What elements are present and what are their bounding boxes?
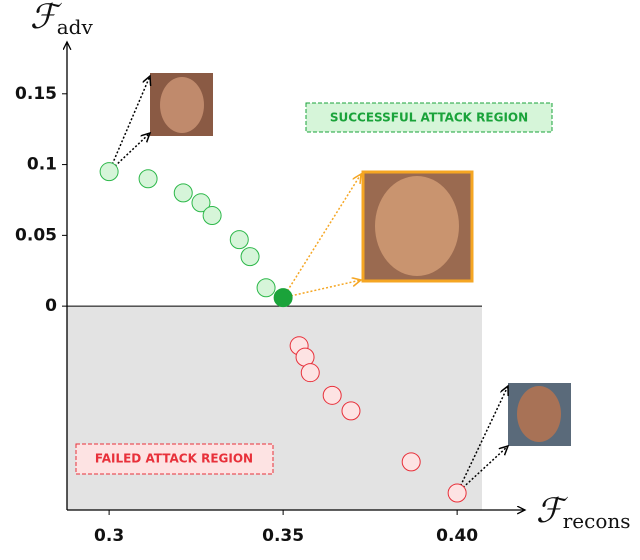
point (99, 162, 119, 182)
x-label-subscript: recons (563, 509, 631, 533)
point (273, 288, 293, 308)
point (322, 385, 342, 405)
point (229, 230, 249, 250)
pointer-arrow (282, 174, 361, 299)
point (256, 278, 276, 298)
x-tick-label: 0.35 (262, 526, 304, 546)
annotation: SUCCESSFUL ATTACK REGION (330, 111, 528, 125)
pointer-arrow (456, 446, 508, 494)
annotation: FAILED ATTACK REGION (95, 452, 253, 466)
y-tick-label: 0 (45, 296, 57, 316)
failed-region (67, 306, 482, 510)
y-tick-label: 0.05 (15, 225, 57, 245)
point (240, 247, 260, 267)
x-tick-label: 0.3 (94, 526, 124, 546)
point (138, 169, 158, 189)
x-tick-label: 0.40 (436, 526, 478, 546)
pointer-arrow (108, 76, 150, 172)
point (173, 183, 193, 203)
annotation-box (75, 443, 274, 475)
point (191, 193, 211, 213)
y-tick-label: 0.1 (27, 155, 57, 175)
point (300, 363, 320, 383)
x-axis-label: ℱrecons (536, 491, 631, 533)
thumbnail (508, 383, 571, 446)
pointer-arrow (282, 280, 361, 299)
point (341, 401, 361, 421)
annotation-box (305, 102, 553, 133)
point (202, 206, 222, 226)
y-label-subscript: adv (57, 15, 94, 39)
y-axis-label: ℱadv (30, 0, 93, 39)
thumbnail (150, 73, 213, 136)
thumbnail (361, 170, 474, 283)
y-tick-label: 0.15 (15, 84, 57, 104)
point (447, 483, 467, 503)
point (401, 452, 421, 472)
